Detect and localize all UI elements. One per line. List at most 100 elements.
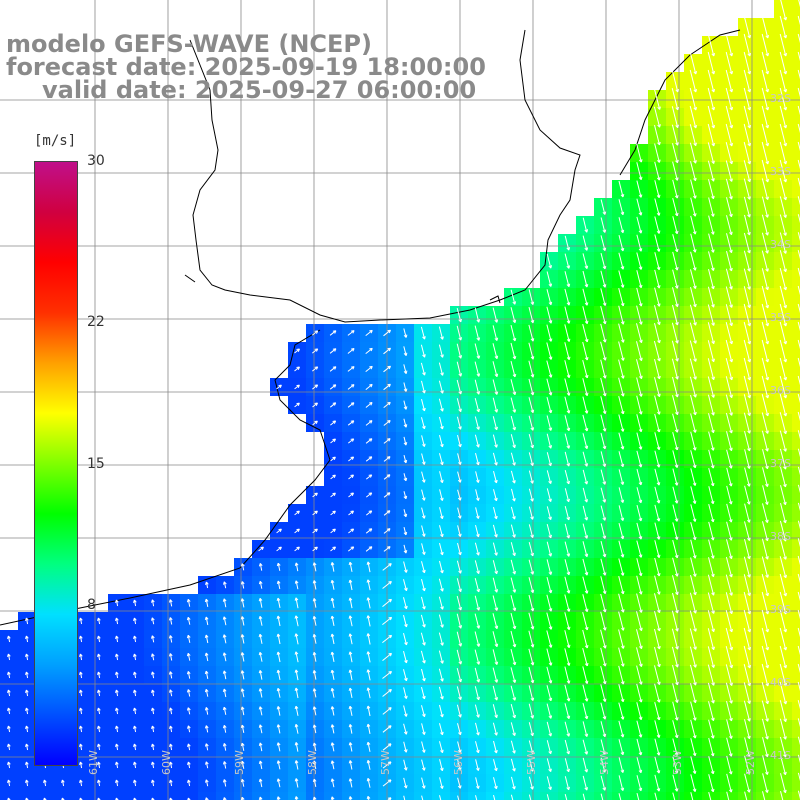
wind-arrow: [654, 738, 661, 756]
wind-arrow: [618, 540, 625, 558]
wind-arrow: [133, 779, 137, 787]
wind-arrow: [672, 304, 679, 326]
wind-arrow: [654, 486, 661, 504]
wind-arrow: [383, 456, 391, 462]
wind-arrow: [744, 791, 748, 800]
wind-arrow: [546, 289, 553, 306]
wind-arrow: [276, 760, 281, 770]
wind-arrow: [492, 667, 499, 683]
wind-arrow: [689, 376, 697, 398]
wind-arrow: [582, 757, 589, 773]
wind-arrow: [672, 197, 679, 217]
wind-arrow: [653, 88, 661, 110]
wind-arrow: [474, 542, 480, 556]
wind-arrow: [708, 233, 715, 253]
wind-arrow: [457, 434, 462, 448]
wind-arrow: [510, 794, 514, 800]
wind-arrow: [330, 796, 335, 800]
wind-arrow: [403, 579, 408, 592]
wind-arrow: [654, 701, 661, 721]
wind-arrow: [79, 779, 83, 787]
wind-arrow: [725, 286, 733, 308]
wind-arrow: [744, 737, 751, 757]
wind-arrow: [672, 664, 679, 686]
wind-arrow: [690, 522, 697, 541]
wind-arrow: [725, 33, 734, 57]
wind-arrow: [330, 492, 336, 498]
wind-arrow: [708, 701, 715, 722]
wind-speed-cell: [792, 126, 800, 144]
wind-arrow: [403, 544, 408, 554]
wind-speed-cell: [792, 738, 800, 756]
wind-arrow: [186, 598, 191, 607]
wind-arrow: [546, 342, 553, 360]
wind-arrow: [654, 540, 661, 559]
wind-arrow: [743, 87, 752, 111]
wind-arrow: [403, 632, 408, 646]
wind-arrow: [725, 160, 733, 182]
wind-arrow: [366, 579, 371, 591]
wind-arrow: [403, 723, 408, 735]
wind-arrow: [294, 580, 299, 590]
wind-speed-cell: [792, 18, 800, 36]
wind-arrow: [546, 612, 553, 630]
wind-arrow: [743, 196, 751, 218]
wind-arrow: [564, 469, 570, 485]
wind-arrow: [312, 688, 317, 698]
wind-arrow: [762, 503, 769, 523]
wind-arrow: [25, 635, 29, 643]
wind-arrow: [708, 521, 715, 541]
wind-arrow: [797, 663, 800, 674]
wind-arrow: [743, 663, 751, 687]
wind-arrow: [582, 684, 589, 702]
wind-arrow: [654, 504, 661, 522]
wind-arrow: [492, 452, 498, 466]
wind-arrow: [347, 330, 355, 336]
wind-arrow: [761, 556, 769, 578]
wind-arrow: [689, 304, 697, 326]
wind-arrow: [671, 340, 679, 362]
wind-arrow: [564, 594, 571, 612]
wind-arrow: [690, 215, 697, 235]
wind-speed-cell: [486, 792, 504, 800]
wind-arrow: [383, 438, 391, 444]
wind-arrow: [438, 380, 444, 394]
wind-arrow: [654, 774, 661, 792]
wind-arrow: [382, 725, 392, 733]
wind-arrow: [439, 704, 444, 718]
wind-arrow: [528, 559, 535, 575]
wind-arrow: [312, 742, 317, 752]
wind-arrow: [382, 707, 392, 715]
wind-arrow: [223, 581, 227, 589]
wind-arrow: [366, 741, 371, 752]
wind-speed-cell: [558, 792, 576, 800]
wind-arrow: [258, 563, 263, 571]
wind-arrow: [456, 631, 463, 647]
wind-arrow: [600, 629, 607, 649]
wind-arrow: [546, 306, 553, 324]
wind-arrow: [492, 379, 499, 395]
wind-arrow: [329, 330, 337, 336]
wind-arrow: [456, 343, 463, 359]
wind-arrow: [312, 760, 317, 770]
wind-arrow: [564, 342, 571, 361]
wind-arrow: [97, 779, 101, 787]
wind-arrow: [383, 347, 391, 355]
wind-arrow: [510, 758, 516, 772]
wind-arrow: [258, 615, 263, 626]
wind-arrow: [348, 760, 353, 770]
wind-arrow: [475, 452, 480, 466]
wind-arrow: [690, 683, 697, 704]
wind-arrow: [492, 361, 499, 378]
wind-arrow: [780, 0, 788, 21]
wind-arrow: [383, 401, 391, 408]
wind-speed-cell: [792, 774, 800, 792]
wind-arrow: [276, 724, 281, 734]
wind-arrow: [654, 322, 661, 344]
wind-arrow: [690, 269, 697, 289]
wind-arrow: [222, 670, 227, 680]
wind-arrow: [564, 451, 571, 467]
colorbar-tick-label: 15: [87, 455, 105, 472]
wind-speed-cell: [630, 792, 648, 800]
wind-arrow: [564, 415, 571, 432]
